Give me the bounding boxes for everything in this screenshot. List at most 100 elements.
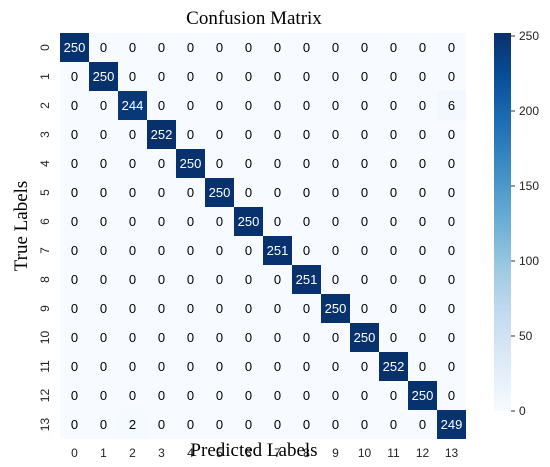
cell-value-label: 0 [187,301,194,316]
cell-value-label: 0 [274,417,281,432]
heatmap-cell [437,62,466,91]
cell-value-label: 0 [448,272,455,287]
cell-value-label: 0 [245,243,252,258]
x-tick-label: 7 [274,446,281,460]
x-tick-label: 6 [245,446,252,460]
cell-value-label: 0 [390,301,397,316]
y-axis-title: True Labels [11,181,32,272]
cell-value-label: 250 [412,388,434,403]
heatmap-cell [205,33,234,62]
y-tick-label: 13 [38,418,52,432]
cell-value-label: 0 [332,417,339,432]
heatmap-cell [60,33,89,62]
heatmap-cell [60,265,89,294]
heatmap-cell [408,352,437,381]
cell-value-label: 250 [354,330,376,345]
heatmap-cell [234,410,263,439]
heatmap-cell [437,236,466,265]
x-tick-labels: 0 1 2 3 4 5 6 7 8 9 10 11 12 13 [71,446,458,460]
heatmap-cell [379,120,408,149]
cell-value-label: 0 [158,330,165,345]
cell-value-label: 0 [274,98,281,113]
cell-value-label: 0 [71,330,78,345]
cell-value-label: 0 [216,243,223,258]
cell-value-label: 0 [390,243,397,258]
cell-value-label: 0 [448,243,455,258]
cell-value-label: 0 [419,156,426,171]
heatmap-cell [147,410,176,439]
cell-value-label: 0 [419,214,426,229]
cell-value-label: 0 [71,127,78,142]
chart-title: Confusion Matrix [186,8,322,29]
heatmap-cell [205,352,234,381]
heatmap-cell [437,381,466,410]
cell-value-label: 0 [419,301,426,316]
cell-value-label: 0 [303,127,310,142]
cell-value-label: 0 [332,243,339,258]
cell-value-label: 0 [245,301,252,316]
heatmap-cell [234,236,263,265]
cell-value-label: 0 [361,127,368,142]
heatmap-cell [176,120,205,149]
cell-value-label: 0 [448,40,455,55]
y-tick-label: 3 [38,131,52,138]
cell-value-label: 0 [100,214,107,229]
heatmap-cell [437,265,466,294]
x-tick-label: 8 [303,446,310,460]
heatmap-cell [176,207,205,236]
heatmap-cell [379,410,408,439]
heatmap-cell [350,62,379,91]
cell-value-label: 0 [187,272,194,287]
cell-value-label: 0 [216,359,223,374]
cell-value-label: 0 [187,243,194,258]
heatmap-cell [60,410,89,439]
heatmap-cell [176,323,205,352]
cell-value-label: 0 [361,69,368,84]
cell-value-label: 0 [419,98,426,113]
heatmap-cell [118,265,147,294]
heatmap-cell [176,149,205,178]
heatmap-cell [118,120,147,149]
heatmap-cell [350,33,379,62]
heatmap-cell [292,265,321,294]
heatmap-cells: 250 0 0 0 0 0 0 0 0 0 0 0 0 0 0 250 0 0 0 0 0 0 0 0 0 0 0 0 0 0 244 0 0 0… [60,33,466,439]
heatmap-cell [205,265,234,294]
cell-value-label: 0 [419,272,426,287]
cell-value-label: 0 [71,243,78,258]
heatmap-cell [89,236,118,265]
colorbar [494,33,511,411]
heatmap-cell [89,149,118,178]
heatmap-cell [118,236,147,265]
cell-value-label: 0 [361,185,368,200]
heatmap-cell [321,381,350,410]
heatmap-cell [408,265,437,294]
heatmap-cell [437,410,466,439]
heatmap-cell [292,323,321,352]
heatmap-cell [350,207,379,236]
cell-value-label: 0 [187,330,194,345]
cell-value-label: 0 [303,69,310,84]
cell-value-label: 0 [245,388,252,403]
cell-value-label: 0 [129,330,136,345]
cell-value-label: 0 [361,417,368,432]
cell-value-label: 244 [122,98,144,113]
heatmap-cell [292,236,321,265]
cell-value-label: 0 [216,301,223,316]
cell-value-label: 0 [158,214,165,229]
x-tick-label: 1 [100,446,107,460]
heatmap-cell [292,178,321,207]
heatmap-cell [60,323,89,352]
cell-value-label: 0 [303,156,310,171]
heatmap-cell [60,207,89,236]
cell-value-label: 0 [187,69,194,84]
heatmap-cell [379,62,408,91]
heatmap-cell [263,149,292,178]
heatmap-cell [234,33,263,62]
y-tick-label: 0 [38,44,52,51]
cell-value-label: 0 [100,243,107,258]
heatmap-cell [292,33,321,62]
cell-value-label: 0 [129,301,136,316]
heatmap-cell [89,33,118,62]
